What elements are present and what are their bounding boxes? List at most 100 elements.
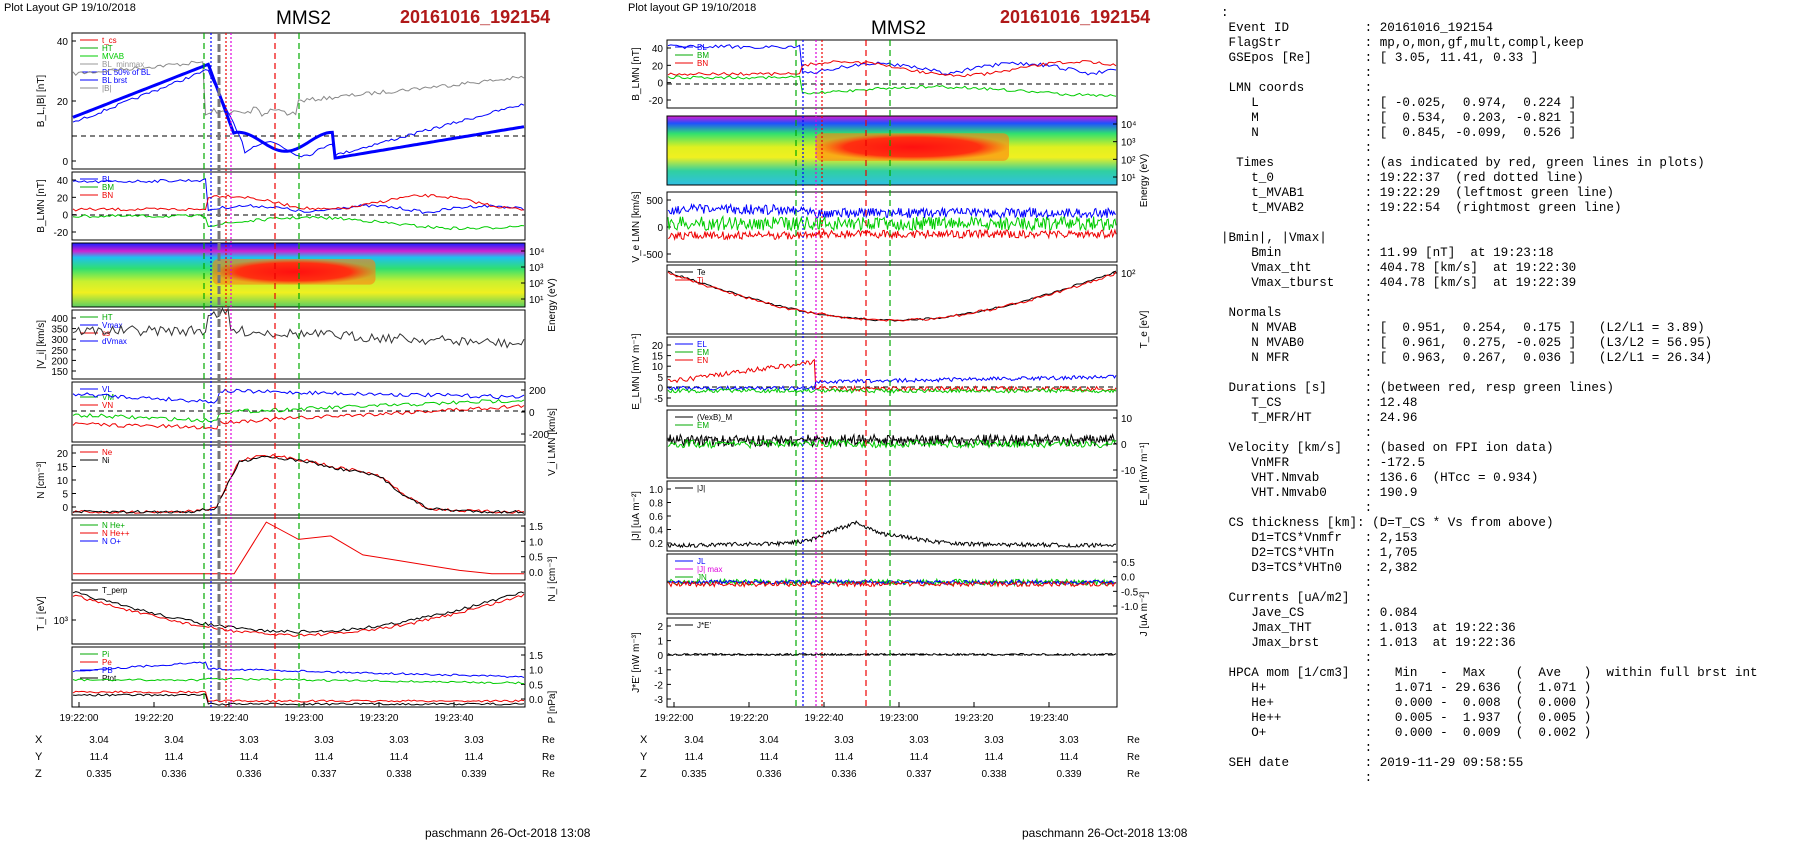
left-legend-entry: BM <box>102 183 114 192</box>
left-trace <box>72 398 525 423</box>
right-y-axis-label: E_LMN [mV m⁻¹] <box>631 333 642 410</box>
right-trace <box>667 374 1117 391</box>
right-y-right-tick-label: 10⁴ <box>1121 120 1136 131</box>
left-legend-entry: BN <box>102 191 113 200</box>
left-legend-entry: BL 50% of BL <box>102 68 151 77</box>
left-y-axis-label: |V_i| [km/s] <box>36 320 47 369</box>
left-coord-value: 3.03 <box>389 735 409 746</box>
right-event-label: 20161016_192154 <box>1000 7 1151 27</box>
right-time-tick-label: 19:22:40 <box>805 713 844 724</box>
left-y-tick-label: 15 <box>57 463 69 474</box>
left-legend-entry: dVmax <box>102 337 127 346</box>
right-legend-entry: JN <box>697 573 707 582</box>
left-legend-entry: |B| <box>102 84 112 93</box>
right-y-axis-label: E_M [mV m⁻¹] <box>1139 442 1150 506</box>
right-y-tick-label: 0 <box>657 651 663 662</box>
left-legend-entry: BL_minmax <box>102 60 144 69</box>
left-legend-entry: VN <box>102 401 113 410</box>
right-legend-entry: BM <box>697 51 709 60</box>
left-y-right-tick-label: 0.0 <box>529 695 543 706</box>
left-coord-value: 0.337 <box>311 769 336 780</box>
right-coord-value: 3.04 <box>684 735 704 746</box>
right-coord-unit: Re <box>1127 735 1140 746</box>
left-legend-entry: HT <box>102 44 113 53</box>
right-trace <box>667 652 1117 657</box>
right-y-tick-label: 1 <box>657 637 663 648</box>
right-legend-entry: JL <box>697 557 706 566</box>
left-trace <box>72 60 525 117</box>
right-panel-frame <box>666 264 1118 335</box>
left-y-right-tick-label: 0.5 <box>529 553 543 564</box>
right-coord-unit: Re <box>1127 752 1140 763</box>
left-legend-entry: BL brst <box>102 76 128 85</box>
right-coord-value: 0.336 <box>756 769 781 780</box>
left-coord-value: 11.4 <box>465 752 484 763</box>
left-y-tick-label: 150 <box>51 367 68 378</box>
right-y-right-tick-label: -10 <box>1121 466 1136 477</box>
right-y-tick-label: -500 <box>643 250 663 261</box>
right-y-tick-label: -2 <box>654 680 663 691</box>
right-y-axis-label: B_LMN [nT] <box>631 47 642 101</box>
right-y-tick-label: 20 <box>652 61 664 72</box>
left-y-tick-label: 10³ <box>54 616 69 627</box>
right-trace <box>667 214 1117 233</box>
left-legend-entry: BL <box>102 175 112 184</box>
left-y-right-tick-label: 1.5 <box>529 651 543 662</box>
left-trace <box>72 661 525 679</box>
right-coord-label: X <box>640 734 648 746</box>
right-y-right-tick-label: 10¹ <box>1121 173 1136 184</box>
left-plot-footer: paschmann 26-Oct-2018 13:08 <box>425 826 591 840</box>
right-legend-entry: (VexB)_M <box>697 413 732 422</box>
left-legend-entry: MVAB <box>102 52 124 61</box>
left-y-tick-label: 5 <box>62 490 68 501</box>
right-y-right-tick-label: 10³ <box>1121 138 1136 149</box>
right-y-right-tick-label: 10² <box>1121 155 1136 166</box>
right-y-tick-label: -1 <box>654 666 663 677</box>
left-panel-2: 10⁴ 10³ 10² 10¹ Energy (eV) <box>71 242 558 332</box>
left-legend-entry: Ne <box>102 448 113 457</box>
right-legend-entry: EM <box>697 421 709 430</box>
right-coord-value: 0.338 <box>981 769 1006 780</box>
left-y-right-tick-label: 10² <box>529 279 544 290</box>
left-trace <box>72 178 525 214</box>
right-panel-6: 1.0 0.8 0.6 0.4 0.2 |J| [uA m⁻²] |J| <box>631 480 1118 552</box>
right-trace <box>667 580 1117 588</box>
right-legend-entry: |J| <box>697 484 705 493</box>
left-time-tick-label: 19:22:00 <box>60 713 99 724</box>
left-y-axis-label: T_i [eV] <box>36 596 47 631</box>
right-coord-label: Y <box>640 751 648 763</box>
right-coord-label: Z <box>640 768 647 780</box>
right-y-right-tick-label: -0.5 <box>1121 587 1139 598</box>
left-legend-entry: HT <box>102 313 113 322</box>
left-y-tick-label: 20 <box>57 97 69 108</box>
right-y-right-tick-label: -1.0 <box>1121 602 1139 613</box>
right-time-tick-label: 19:23:40 <box>1030 713 1069 724</box>
right-time-tick-label: 19:22:20 <box>730 713 769 724</box>
left-y-right-tick-label: 1.5 <box>529 522 543 533</box>
right-y-tick-label: 0.6 <box>649 512 663 523</box>
right-coord-value: 0.337 <box>906 769 931 780</box>
right-coord-value: 0.335 <box>681 769 706 780</box>
left-y-tick-label: 40 <box>57 37 69 48</box>
left-y-right-tick-label: 1.0 <box>529 537 543 548</box>
left-coord-value: 11.4 <box>90 752 109 763</box>
right-y-right-tick-label: 0 <box>1121 440 1127 451</box>
left-y-tick-label: 20 <box>57 193 69 204</box>
right-y-axis-label: T_e [eV] <box>1139 310 1150 348</box>
right-coord-value: 11.4 <box>910 752 929 763</box>
right-y-tick-label: 0.4 <box>649 526 663 537</box>
left-legend-entry: Ptot <box>102 674 117 683</box>
left-y-axis-label: Energy (eV) <box>547 278 558 331</box>
right-time-tick-label: 19:22:00 <box>655 713 694 724</box>
right-trace <box>667 387 1117 394</box>
left-coord-value: 3.04 <box>89 735 109 746</box>
right-legend-entry: |J| max <box>697 565 723 574</box>
left-coord-value: 0.336 <box>161 769 186 780</box>
left-y-tick-label: 40 <box>57 176 69 187</box>
left-trace <box>72 388 525 404</box>
